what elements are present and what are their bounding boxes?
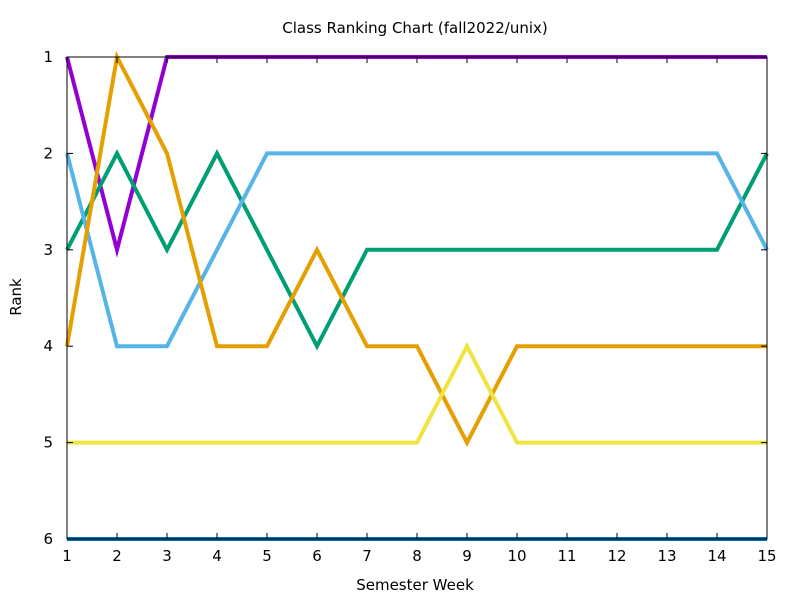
x-tick-label: 14 <box>707 547 726 565</box>
series-line-4 <box>65 50 767 447</box>
series-line-5 <box>67 341 767 445</box>
y-axis-label: Rank <box>7 278 25 316</box>
x-tick-label: 8 <box>412 547 422 565</box>
x-tick-label: 7 <box>362 547 372 565</box>
y-tick-label: 5 <box>43 434 53 452</box>
x-tick-label: 11 <box>557 547 576 565</box>
x-axis-label: Semester Week <box>356 576 474 594</box>
x-tick-label: 13 <box>657 547 676 565</box>
y-tick-label: 1 <box>43 48 53 66</box>
series-line-3 <box>65 151 769 349</box>
series-line-2 <box>65 149 769 351</box>
series-layer <box>65 50 769 541</box>
x-tick-label: 6 <box>312 547 322 565</box>
y-tick-label: 3 <box>43 241 53 259</box>
y-tick-label: 4 <box>43 337 53 355</box>
x-tick-label: 4 <box>212 547 222 565</box>
y-tick-label: 6 <box>43 530 53 548</box>
x-tick-label: 10 <box>507 547 526 565</box>
x-tick-label: 9 <box>462 547 472 565</box>
x-tick-label: 12 <box>607 547 626 565</box>
x-tick-label: 5 <box>262 547 272 565</box>
x-tick-label: 15 <box>757 547 776 565</box>
y-tick-label: 2 <box>43 144 53 162</box>
plot-frame <box>66 56 768 540</box>
x-tick-label: 2 <box>112 547 122 565</box>
x-tick-label: 3 <box>162 547 172 565</box>
x-tick-label: 1 <box>62 547 72 565</box>
chart-title: Class Ranking Chart (fall2022/unix) <box>282 19 547 37</box>
